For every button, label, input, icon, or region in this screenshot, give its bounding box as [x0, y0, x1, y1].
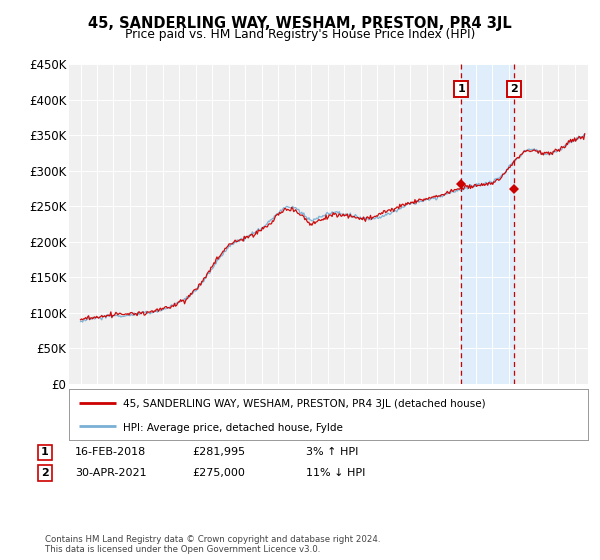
Text: 1: 1 — [41, 447, 49, 458]
Text: 1: 1 — [458, 84, 466, 94]
Text: 2: 2 — [511, 84, 518, 94]
Text: 16-FEB-2018: 16-FEB-2018 — [75, 447, 146, 458]
Bar — [461, 64, 514, 384]
Text: £281,995: £281,995 — [192, 447, 245, 458]
Text: 45, SANDERLING WAY, WESHAM, PRESTON, PR4 3JL: 45, SANDERLING WAY, WESHAM, PRESTON, PR4… — [88, 16, 512, 31]
Text: 11% ↓ HPI: 11% ↓ HPI — [306, 468, 365, 478]
Text: This data is licensed under the Open Government Licence v3.0.: This data is licensed under the Open Gov… — [45, 545, 320, 554]
Text: Price paid vs. HM Land Registry's House Price Index (HPI): Price paid vs. HM Land Registry's House … — [125, 28, 475, 41]
Text: 45, SANDERLING WAY, WESHAM, PRESTON, PR4 3JL (detached house): 45, SANDERLING WAY, WESHAM, PRESTON, PR4… — [124, 399, 486, 409]
Text: 2: 2 — [41, 468, 49, 478]
Text: HPI: Average price, detached house, Fylde: HPI: Average price, detached house, Fyld… — [124, 422, 343, 432]
Text: Contains HM Land Registry data © Crown copyright and database right 2024.: Contains HM Land Registry data © Crown c… — [45, 535, 380, 544]
Text: 30-APR-2021: 30-APR-2021 — [75, 468, 146, 478]
Text: £275,000: £275,000 — [192, 468, 245, 478]
Text: 3% ↑ HPI: 3% ↑ HPI — [306, 447, 358, 458]
